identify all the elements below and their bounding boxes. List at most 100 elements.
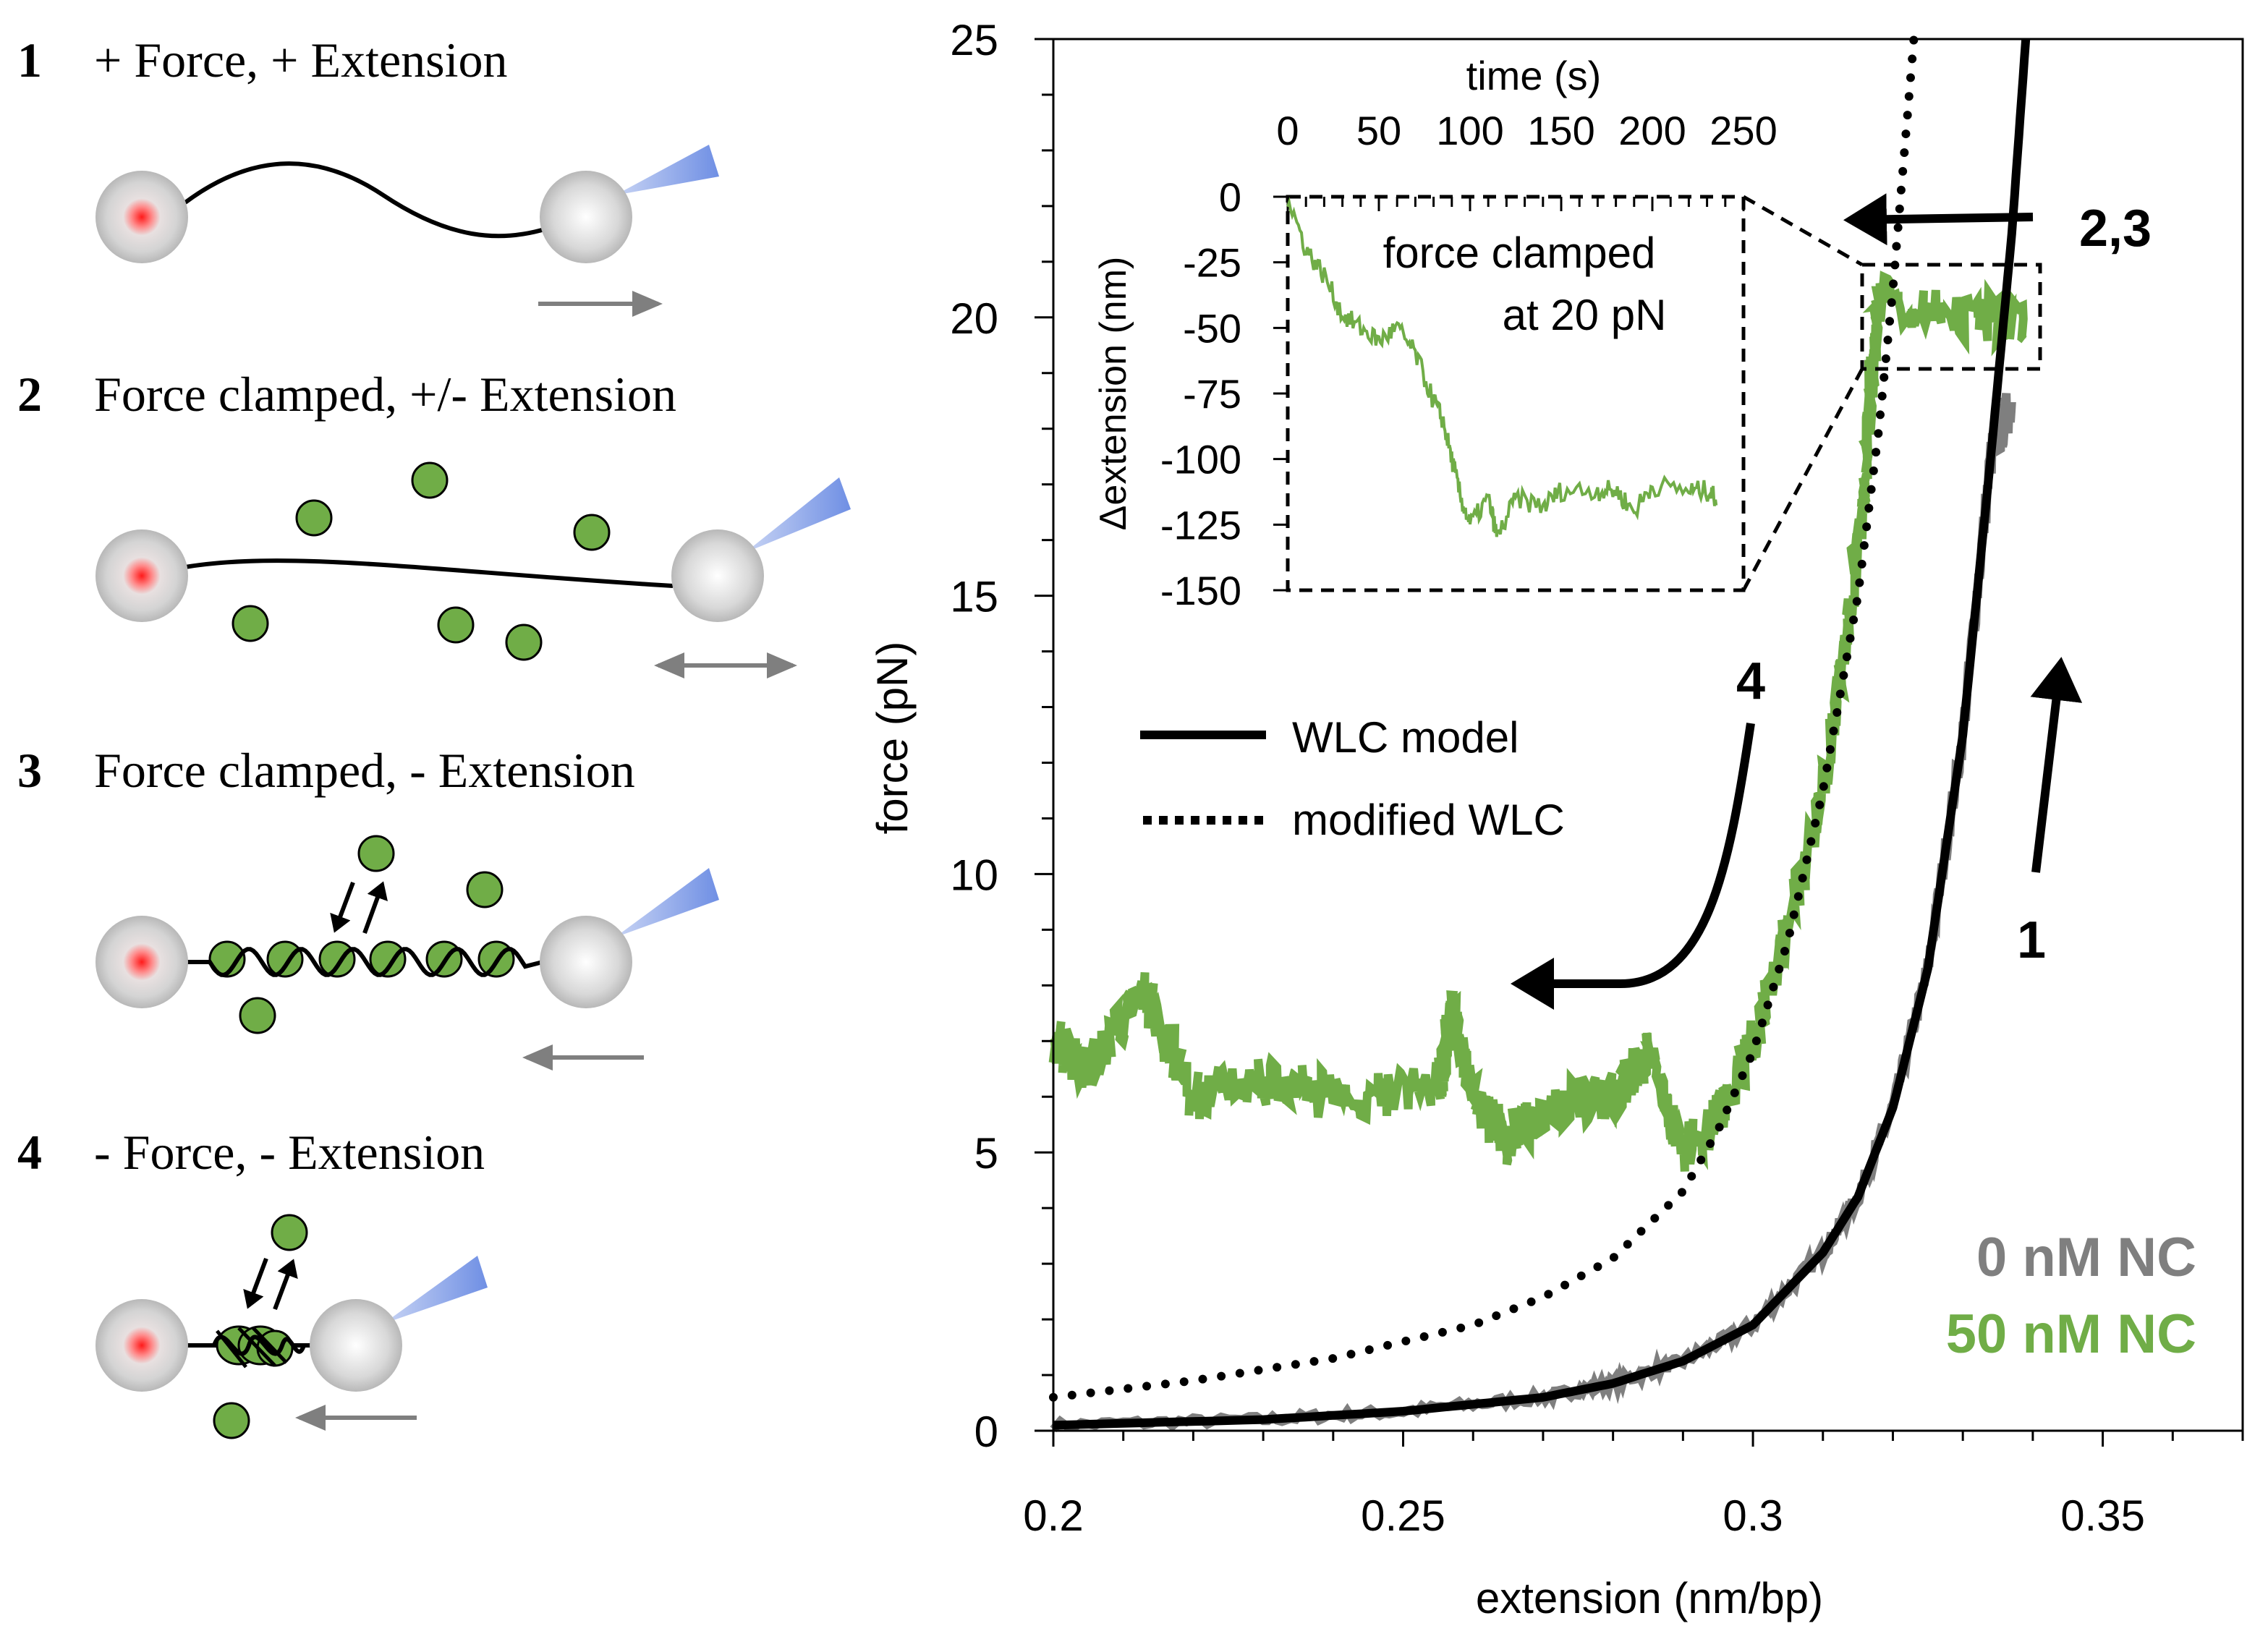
x-tick-label: 0.25 bbox=[1361, 1491, 1445, 1540]
step-3-heading: 3 Force clamped, - Extension bbox=[17, 743, 635, 798]
nc-protein bbox=[573, 514, 611, 551]
trapped-bead bbox=[95, 529, 188, 622]
inset-y-tick-label: 0 bbox=[1219, 174, 1241, 220]
plot-area bbox=[1048, 35, 2031, 1433]
y-tick-label: 10 bbox=[950, 851, 998, 899]
nc-protein bbox=[271, 1214, 308, 1251]
y-tick-label: 25 bbox=[950, 16, 998, 64]
nc-protein bbox=[466, 871, 504, 908]
inset-y-tick-label: -100 bbox=[1160, 437, 1241, 482]
inset-plot-area bbox=[1286, 197, 1718, 537]
legend: WLC model modified WLC bbox=[1140, 713, 1565, 844]
scene-4-diagram bbox=[95, 1214, 488, 1439]
step-label: Force clamped, - Extension bbox=[94, 743, 635, 798]
laser-beam-icon bbox=[383, 1256, 488, 1324]
inset-y-axis-label: Δextension (nm) bbox=[1092, 257, 1134, 531]
inset-title-line-1: force clamped bbox=[1383, 229, 1656, 277]
nc-protein bbox=[437, 606, 475, 644]
pipette-bead bbox=[540, 171, 632, 263]
nc-proteins bbox=[232, 461, 611, 661]
condensed-nc-dna-cluster bbox=[212, 1325, 306, 1369]
inset-x-tick-label: 0 bbox=[1276, 108, 1299, 153]
arrow-1-icon bbox=[2030, 657, 2083, 873]
inset-x-tick-label: 200 bbox=[1618, 108, 1686, 153]
pipette-bead bbox=[310, 1299, 402, 1392]
trapped-bead bbox=[95, 171, 188, 263]
nc-protein bbox=[505, 624, 543, 661]
plot-frame bbox=[1052, 38, 2244, 1432]
scene-2-diagram bbox=[95, 461, 851, 678]
inset-frame bbox=[1286, 195, 1746, 592]
inset-x-axis-label: time (s) bbox=[1466, 53, 1602, 98]
step-2-heading: 2 Force clamped, +/- Extension bbox=[17, 367, 676, 422]
dna-strand bbox=[184, 161, 548, 239]
zoom-connector bbox=[1742, 195, 1864, 267]
nc-protein bbox=[239, 997, 276, 1034]
nc-protein bbox=[266, 940, 304, 978]
x-axis-label: extension (nm/bp) bbox=[1476, 1574, 1823, 1622]
inset-x-tick-label: 100 bbox=[1436, 108, 1503, 153]
nc-protein bbox=[318, 940, 356, 978]
step-number: 1 bbox=[17, 33, 42, 88]
inset-x-tick-label: 50 bbox=[1356, 108, 1401, 153]
nc-protein bbox=[357, 835, 395, 872]
arrow-2-3-icon bbox=[1843, 193, 2034, 246]
step-labels: 1 + Force, + Extension 2 Force clamped, … bbox=[17, 33, 676, 1180]
inset-y-tick-label: -50 bbox=[1183, 305, 1241, 351]
inset-y-tick-label: -125 bbox=[1160, 502, 1241, 548]
pipette-bead bbox=[540, 916, 632, 1008]
y-tick-label: 15 bbox=[950, 573, 998, 621]
coiled-dna-strand bbox=[185, 947, 543, 977]
inset-axes-ticks: 0 50 100 150 200 250 0 -25 -50 -75 -100 -125 -150 bbox=[1160, 108, 1778, 613]
unbinding-arrow-icon bbox=[273, 1259, 298, 1311]
step-number: 2 bbox=[17, 367, 42, 422]
series-wlc-model bbox=[1053, 38, 2031, 1430]
nc-protein bbox=[411, 461, 449, 499]
y-tick-label: 5 bbox=[974, 1129, 998, 1178]
step-label: - Force, - Extension bbox=[94, 1125, 485, 1180]
laser-beam-icon bbox=[615, 868, 719, 937]
binding-arrow-icon bbox=[330, 881, 355, 933]
inset-y-tick-label: -75 bbox=[1183, 371, 1241, 417]
nc-protein bbox=[208, 940, 246, 978]
nc-protein bbox=[213, 1402, 250, 1439]
series-label-50nm: 50 nM NC bbox=[1946, 1303, 2196, 1365]
series-modified-wlc bbox=[1049, 35, 1919, 1402]
laser-beam-icon bbox=[745, 477, 851, 553]
nc-protein bbox=[232, 605, 269, 642]
x-tick-label: 0.2 bbox=[1023, 1491, 1083, 1540]
inset-force-clamp-chart: 0 50 100 150 200 250 0 -25 -50 -75 -100 -125 -150 ti… bbox=[1092, 53, 1778, 613]
series-label-0nm: 0 nM NC bbox=[1976, 1227, 2196, 1288]
step-label: Force clamped, +/- Extension bbox=[94, 367, 676, 422]
zoom-connector bbox=[1741, 367, 1864, 592]
nc-protein bbox=[295, 499, 333, 537]
inset-title-line-2: at 20 pN bbox=[1503, 291, 1667, 339]
trapped-bead bbox=[95, 1299, 188, 1392]
x-tick-label: 0.35 bbox=[2060, 1491, 2145, 1540]
laser-beam-icon bbox=[615, 145, 719, 195]
series-50nm-nc bbox=[1048, 271, 2028, 1172]
x-tick-label: 0.3 bbox=[1723, 1491, 1783, 1540]
inset-y-tick-label: -150 bbox=[1160, 568, 1241, 613]
trapped-bead bbox=[95, 916, 188, 1008]
y-tick-label: 0 bbox=[974, 1408, 998, 1456]
nc-protein bbox=[369, 940, 407, 978]
y-axis-label: force (pN) bbox=[868, 642, 917, 835]
binding-arrow-icon bbox=[243, 1257, 268, 1309]
annotation-1: 1 bbox=[2017, 911, 2046, 969]
inset-series-clamp bbox=[1286, 197, 1718, 537]
dna-strand bbox=[184, 558, 674, 588]
inset-x-tick-label: 150 bbox=[1527, 108, 1594, 153]
unbinding-arrow-icon bbox=[362, 881, 388, 935]
scene-1-diagram bbox=[95, 145, 719, 317]
scene-3-diagram bbox=[95, 835, 719, 1071]
arrow-4-icon bbox=[1511, 723, 1755, 1010]
nc-proteins bbox=[208, 835, 515, 1034]
step-number: 3 bbox=[17, 743, 42, 798]
pipette-bead bbox=[671, 529, 764, 622]
annotation-4: 4 bbox=[1736, 652, 1765, 710]
inset-x-tick-label: 250 bbox=[1710, 108, 1777, 153]
